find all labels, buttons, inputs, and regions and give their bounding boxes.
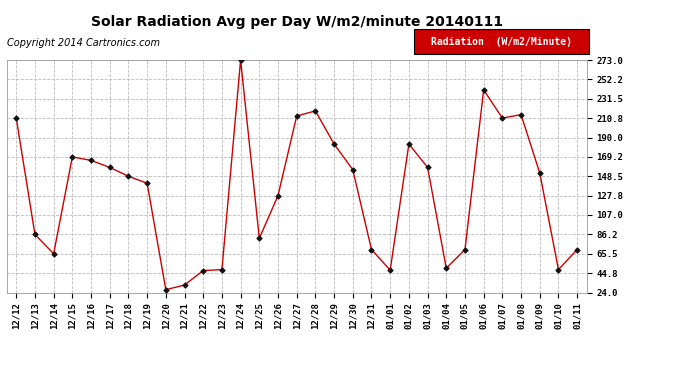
Point <box>441 265 452 271</box>
Point <box>48 251 59 257</box>
Point <box>30 231 41 237</box>
Point <box>347 167 358 173</box>
Point <box>384 267 395 273</box>
Point <box>460 246 471 252</box>
Point <box>291 113 302 119</box>
Point <box>478 87 489 93</box>
Point <box>67 154 78 160</box>
Point <box>404 141 415 147</box>
Point <box>104 164 115 170</box>
Point <box>11 115 22 121</box>
Point <box>198 267 209 273</box>
Point <box>553 267 564 273</box>
Point <box>254 236 265 242</box>
Point <box>310 108 321 114</box>
Point <box>179 282 190 288</box>
Point <box>86 158 97 164</box>
Point <box>534 170 545 176</box>
Point <box>515 112 526 118</box>
Point <box>141 180 152 186</box>
Point <box>160 287 171 293</box>
Point <box>366 246 377 252</box>
Text: Radiation  (W/m2/Minute): Radiation (W/m2/Minute) <box>431 37 572 46</box>
Point <box>217 267 228 273</box>
Point <box>123 173 134 179</box>
Point <box>235 57 246 63</box>
Point <box>571 246 582 252</box>
Point <box>422 164 433 170</box>
Text: Copyright 2014 Cartronics.com: Copyright 2014 Cartronics.com <box>7 38 160 48</box>
Point <box>273 193 284 199</box>
Point <box>497 115 508 121</box>
Text: Solar Radiation Avg per Day W/m2/minute 20140111: Solar Radiation Avg per Day W/m2/minute … <box>90 15 503 29</box>
Point <box>328 141 339 147</box>
